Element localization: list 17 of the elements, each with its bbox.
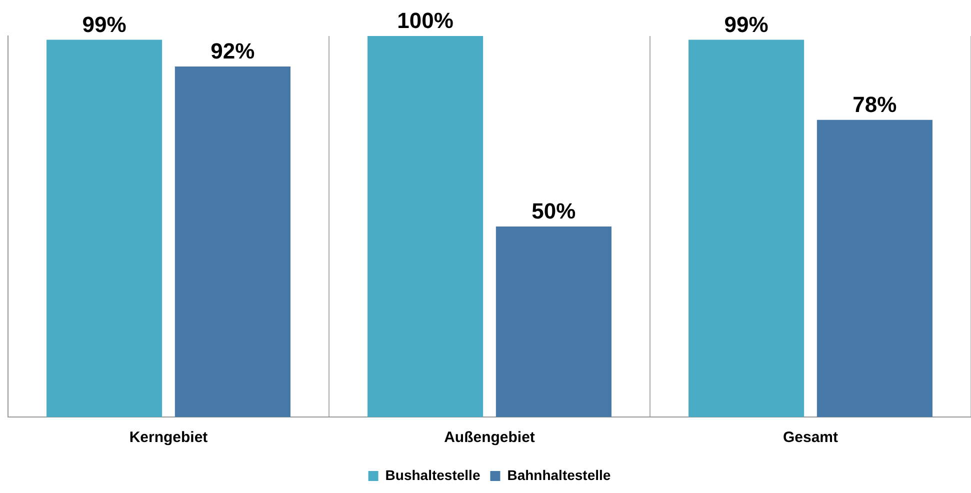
x-tick-label: Kerngebiet (129, 429, 208, 446)
x-tick-label: Gesamt (782, 429, 838, 446)
bar (496, 226, 612, 417)
bar (368, 36, 484, 417)
legend-label: Bushaltestelle (385, 466, 480, 483)
data-label: 92% (210, 38, 255, 64)
data-label: 99% (724, 12, 768, 37)
bar (174, 66, 290, 417)
bar (688, 40, 804, 417)
x-tick-label: Außengebiet (444, 429, 535, 446)
legend-label: Bahnhaltestelle (507, 466, 611, 483)
data-label: 78% (852, 92, 897, 117)
data-label: 50% (532, 198, 576, 224)
data-label: 100% (397, 8, 454, 34)
bar (46, 40, 162, 417)
data-label: 99% (82, 12, 126, 37)
bar (816, 120, 932, 417)
